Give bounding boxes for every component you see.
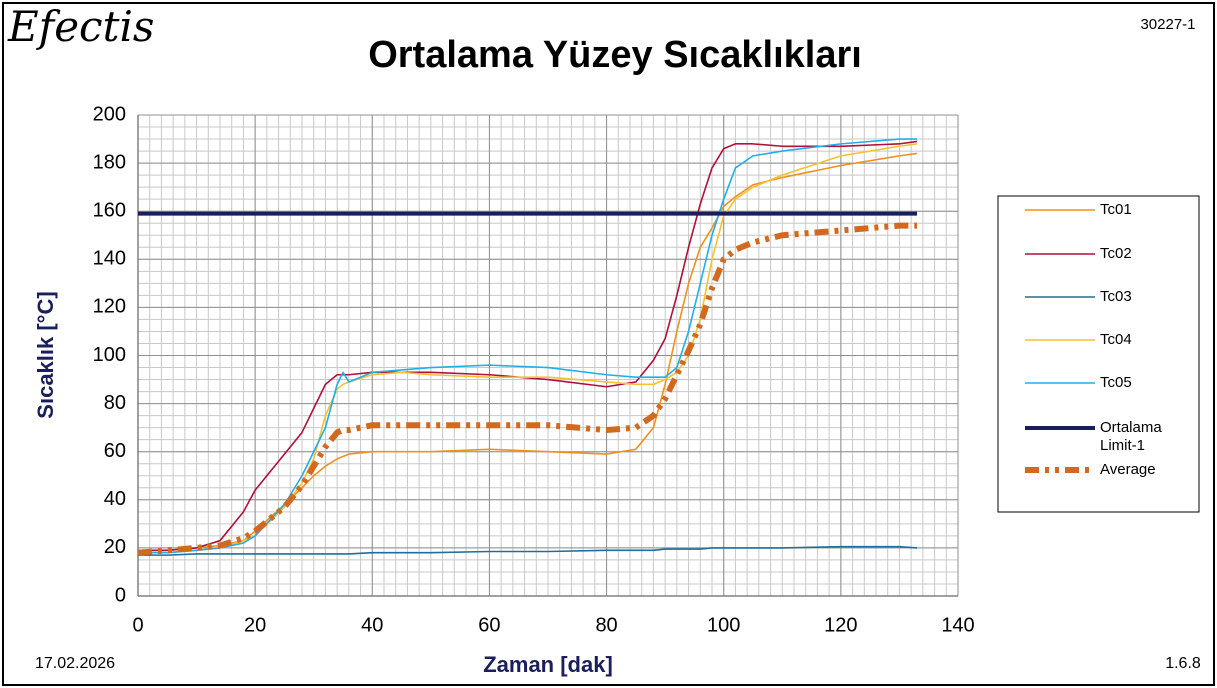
y-tick-label: 200 bbox=[93, 103, 126, 125]
x-tick-label: 100 bbox=[707, 614, 740, 636]
x-tick-label: 0 bbox=[132, 614, 143, 636]
x-axis-label: Zaman [dak] bbox=[483, 652, 613, 677]
doc-id: 30227-1 bbox=[1140, 16, 1195, 33]
y-tick-label: 120 bbox=[93, 296, 126, 318]
y-axis-label: Sıcaklık [°C] bbox=[33, 291, 58, 418]
x-tick-label: 20 bbox=[244, 614, 266, 636]
y-tick-label: 40 bbox=[104, 488, 126, 510]
series-line bbox=[138, 545, 918, 556]
y-tick-label: 100 bbox=[93, 344, 126, 366]
y-tick-label: 20 bbox=[104, 536, 126, 558]
y-tick-label: 160 bbox=[93, 199, 126, 221]
x-tick-label: 40 bbox=[361, 614, 383, 636]
legend-label: Tc03 bbox=[1100, 288, 1132, 305]
legend-label: Tc02 bbox=[1100, 245, 1132, 262]
series-line bbox=[138, 140, 918, 552]
date: 17.02.2026 bbox=[35, 655, 115, 672]
y-tick-label: 60 bbox=[104, 440, 126, 462]
legend-label: Tc01 bbox=[1100, 201, 1132, 218]
y-tick-label: 0 bbox=[115, 584, 126, 606]
series-line bbox=[137, 222, 917, 556]
x-tick-label: 140 bbox=[941, 614, 974, 636]
x-tick-label: 80 bbox=[595, 614, 617, 636]
legend-label: Tc04 bbox=[1100, 331, 1132, 348]
legend-label: Ortalama Limit-1 bbox=[1100, 419, 1162, 454]
y-tick-label: 140 bbox=[93, 248, 126, 270]
x-tick-label: 60 bbox=[478, 614, 500, 636]
x-tick-label: 120 bbox=[824, 614, 857, 636]
logo: Efectis bbox=[7, 2, 154, 51]
chart-title: Ortalama Yüzey Sıcaklıkları bbox=[368, 34, 862, 76]
legend-label: Average bbox=[1100, 461, 1156, 478]
legend-box bbox=[997, 195, 1200, 513]
y-tick-label: 180 bbox=[93, 151, 126, 173]
version: 1.6.8 bbox=[1165, 655, 1201, 672]
y-tick-label: 80 bbox=[104, 392, 126, 414]
legend-label: Tc05 bbox=[1100, 374, 1132, 391]
